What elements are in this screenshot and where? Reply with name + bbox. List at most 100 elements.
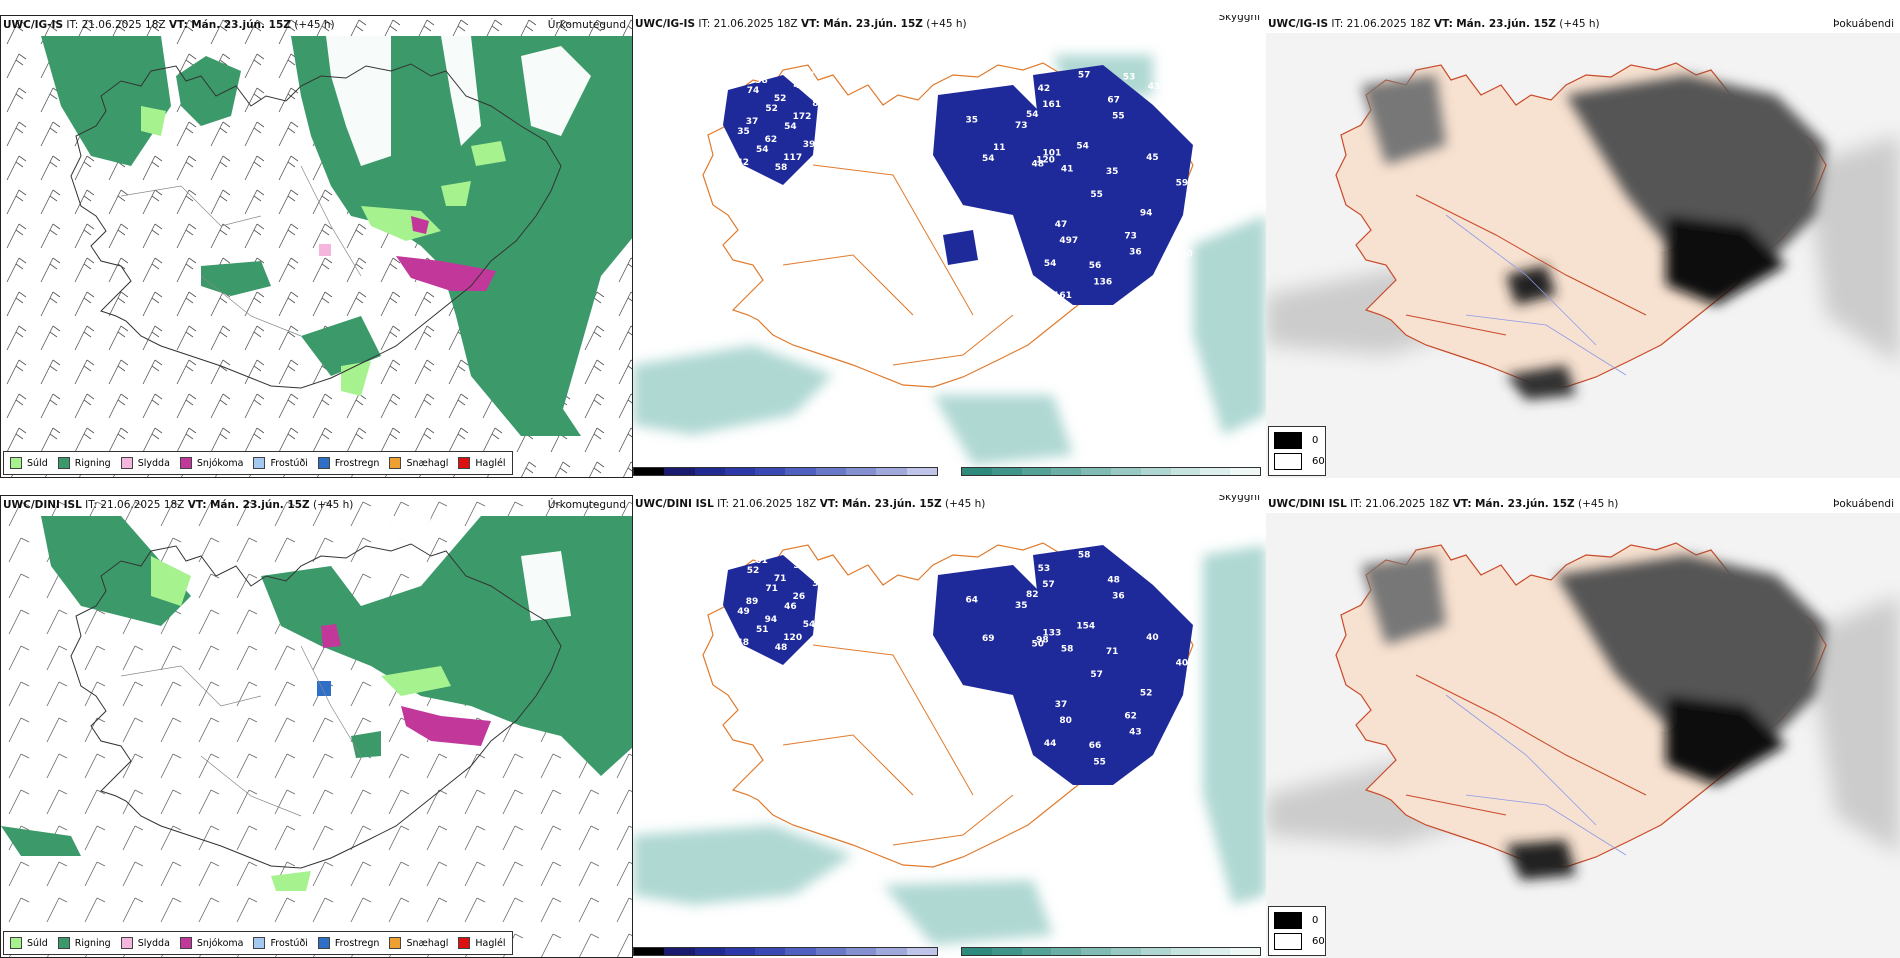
visibility-colorbar: km12345678910 [961, 947, 1261, 956]
cloud-base-value: 53 [1123, 73, 1136, 83]
cloud-base-labels: 38 57 38 49 48 50 52 62 54 51 35 44 71 62 58 48 40 58 46 53… [728, 548, 1194, 779]
cloud-base-value: 27 [802, 71, 815, 81]
cloud-base-value: 45 [1159, 273, 1172, 283]
cloud-base-value: 35 [737, 127, 750, 137]
panel-header: UWC/DINI ISL IT: 21.06.2025 18Z VT: Mán.… [1268, 498, 1619, 510]
legend-value: 60 [1312, 936, 1325, 947]
low-cloud-area [1013, 545, 1193, 785]
clear-gap [326, 36, 391, 166]
colorbar-segment [1110, 468, 1141, 475]
legend-item: Snjókoma [179, 457, 243, 469]
drizzle-area [441, 181, 471, 206]
fog-map [1266, 33, 1900, 478]
colorbar-segment [876, 948, 907, 955]
cloud-base-value: 26 [793, 592, 806, 602]
legend-item: Slydda [120, 937, 170, 949]
fog-index-panel-bottom: UWC/DINI ISL IT: 21.06.2025 18Z VT: Mán.… [1266, 495, 1900, 958]
cloud-base-value: 38 [728, 548, 741, 558]
legend-swatch-white [1274, 453, 1302, 470]
rivers [1445, 694, 1627, 856]
cloud-base-value: 52 [774, 94, 787, 104]
legend-label: Slydda [137, 937, 170, 949]
legend-label: Rigning [74, 457, 111, 469]
cloud-base-value: 71 [1106, 647, 1119, 657]
colorbar-segment [694, 948, 725, 955]
colorbar-segment [1081, 468, 1111, 475]
legend-label: Haglél [475, 937, 506, 949]
low-cloud-area [933, 565, 1053, 695]
cloud-base-value: 48 [1032, 160, 1045, 170]
colorbar-segment [1230, 468, 1260, 475]
fog-legend: 0 60 [1268, 906, 1326, 956]
cloud-map: 6555433567487473755473545245415859575442… [633, 55, 1266, 465]
legend-value: 60 [1312, 456, 1325, 467]
cloud-base-value: 35 [1015, 601, 1028, 611]
cloud-base-value: 42 [737, 158, 750, 168]
legend-swatch-black [1274, 912, 1302, 929]
legend-swatch [458, 937, 471, 949]
cloud-base-value: 54 [982, 154, 995, 164]
cloud-base-value: 54 [803, 620, 816, 630]
legend-swatch [10, 457, 22, 469]
legend-item: Rigning [57, 457, 111, 469]
drizzle-area [151, 556, 191, 606]
cloud-base-value: 41 [1061, 165, 1074, 175]
cloud-base-value: 57 [1042, 580, 1055, 590]
cloud-base-value: 54 [1076, 142, 1089, 152]
cloud-base-value: 61 [755, 556, 768, 566]
road-lines [1405, 194, 1647, 336]
cloud-base-value: 38 [1123, 553, 1136, 563]
legend-swatch [253, 937, 266, 949]
panel-title: Þokuábendi [1833, 498, 1894, 510]
snow-area [321, 624, 341, 648]
cloud-base-value: 65 [728, 68, 741, 78]
cloud-base-value: 56 [1089, 261, 1102, 271]
cloud-base-value: 52 [765, 104, 778, 114]
cloud-base-value: 82 [1026, 590, 1039, 600]
legend-item: Snjókoma [179, 937, 243, 949]
precip-legend: Súld Rigning Slydda Snjókoma Frostúði Frostre… [3, 451, 513, 475]
snow-area [411, 216, 429, 234]
cloud-base-value: 71 [765, 584, 778, 594]
cloud-base-value: 89 [746, 597, 759, 607]
road-lines [120, 645, 362, 817]
cloud-base-colorbar: m02004006008001000 [633, 467, 938, 476]
rain-area [491, 396, 581, 436]
legend-label: Súld [27, 937, 48, 949]
legend-swatch [389, 937, 402, 949]
legend-label: Frostregn [334, 937, 380, 949]
cloud-base-value: 101 [1043, 149, 1062, 159]
road-lines [1405, 674, 1647, 816]
cloud-base-value: 67 [1107, 96, 1120, 106]
legend-item: Frostúði [253, 457, 308, 469]
colorbar-segment [876, 468, 907, 475]
legend-label: Rigning [74, 937, 111, 949]
sleet-area [319, 244, 331, 256]
cloud-base-value: 37 [746, 117, 759, 127]
legend-label: Frostúði [270, 457, 308, 469]
legend-label: Snæhagl [406, 937, 449, 949]
low-cloud-area [723, 555, 818, 665]
colorbar-segment [1051, 468, 1082, 475]
cloud-base-colorbar: m02004006008001000 [633, 947, 938, 956]
cloud-base-value: 94 [765, 615, 778, 625]
cloud-base-value: 161 [1053, 291, 1072, 301]
cloud-base-value: 62 [1124, 711, 1137, 721]
cloud-base-value: 36 [1129, 247, 1142, 257]
cloud-base-value: 94 [1140, 208, 1153, 218]
legend-value: 0 [1312, 435, 1319, 446]
cloud-base-value: 54 [1182, 603, 1195, 613]
cloud-base-value: 136 [1093, 277, 1112, 287]
colorbar-segment [634, 468, 665, 475]
colorbar-segment [755, 468, 786, 475]
cloud-base-value: 55 [1093, 757, 1106, 767]
legend-label: Súld [27, 457, 48, 469]
cloud-base-labels: 6555433567487473755473545245415859575442… [728, 68, 1194, 301]
cloud-base-value: 58 [1061, 645, 1074, 655]
cloud-base-value: 42 [1038, 84, 1051, 94]
cloud-base-value: 38 [1148, 562, 1161, 572]
cloud-base-value: 35 [966, 116, 979, 126]
colorbar-segment [664, 468, 695, 475]
low-cloud-area [943, 230, 978, 265]
colorbar-segment [724, 948, 756, 955]
